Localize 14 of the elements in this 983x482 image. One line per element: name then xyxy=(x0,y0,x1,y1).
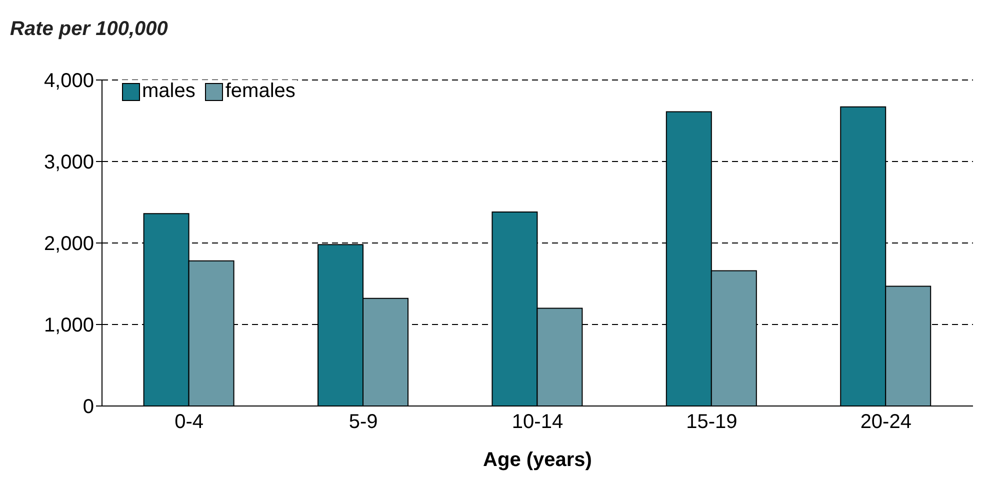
x-tick-label: 5-9 xyxy=(348,411,378,434)
y-tick-label: 3,000 xyxy=(44,152,94,174)
x-tick-label: 10-14 xyxy=(512,411,564,434)
y-tick-label: 2,000 xyxy=(44,233,94,256)
y-axis-title: Rate per 100,000 xyxy=(10,18,168,41)
y-tick-label: 1,000 xyxy=(44,314,94,337)
legend-label: males xyxy=(142,80,196,103)
x-tick-label: 20-24 xyxy=(860,411,912,434)
y-tick-label: 0 xyxy=(82,396,94,418)
y-tick-label: 4,000 xyxy=(44,70,94,92)
x-tick-label: 15-19 xyxy=(686,411,738,434)
x-tick-label: 0-4 xyxy=(174,411,204,434)
legend-label: females xyxy=(225,80,296,103)
x-axis-title: Age (years) xyxy=(483,449,592,471)
